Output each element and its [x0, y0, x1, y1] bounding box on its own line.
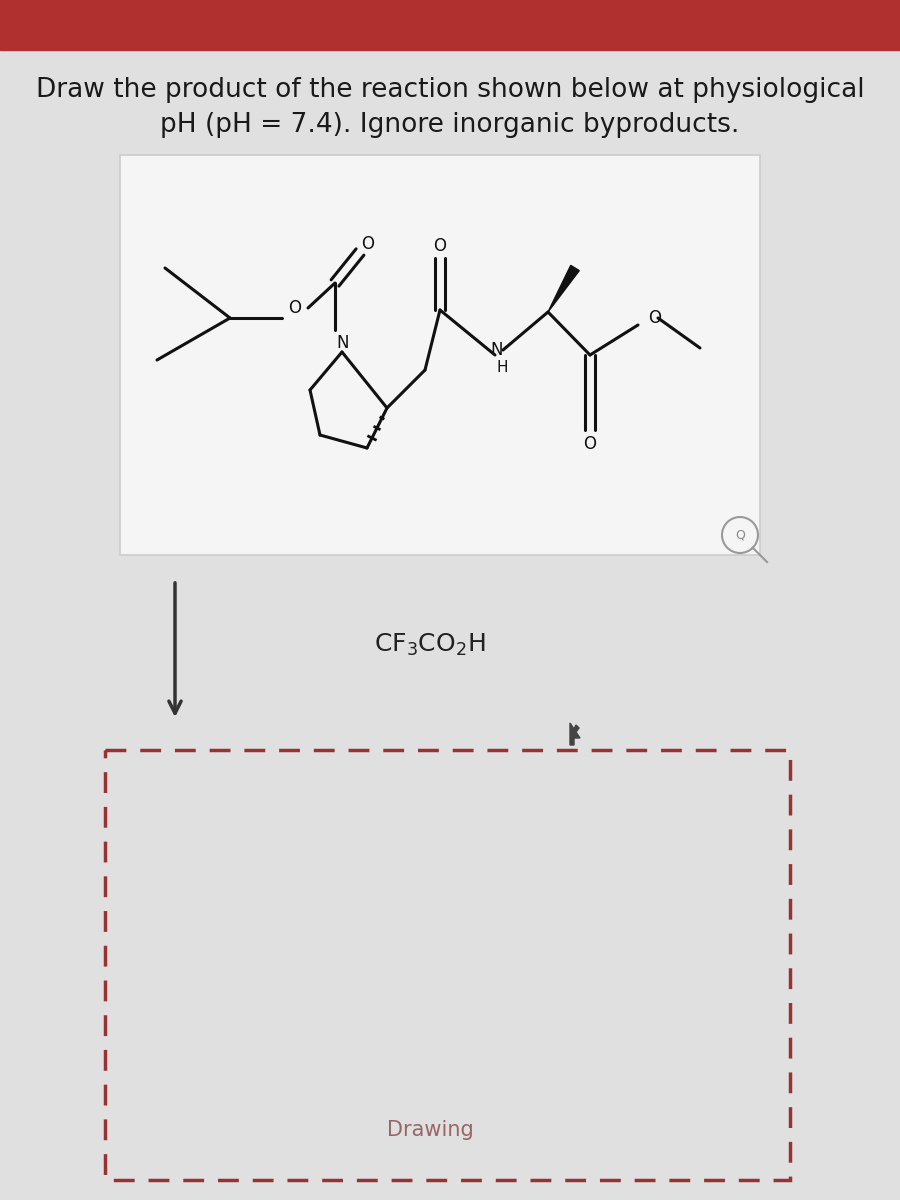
Bar	[120, 155, 760, 554]
Text: O: O	[583, 434, 597, 452]
Text: Drawing: Drawing	[387, 1120, 473, 1140]
Text: Draw the product of the reaction shown below at physiological: Draw the product of the reaction shown b…	[36, 77, 864, 103]
Text: N: N	[490, 341, 502, 359]
Text: Q: Q	[735, 528, 745, 541]
Polygon shape	[570, 722, 580, 745]
Polygon shape	[548, 265, 580, 312]
Text: H: H	[496, 360, 508, 376]
Text: O: O	[648, 308, 661, 326]
Bar	[0, 0, 900, 50]
Text: O: O	[434, 236, 446, 254]
Text: pH (pH = 7.4). Ignore inorganic byproducts.: pH (pH = 7.4). Ignore inorganic byproduc…	[160, 112, 740, 138]
Text: N: N	[336, 334, 348, 352]
Text: CF$_3$CO$_2$H: CF$_3$CO$_2$H	[374, 632, 486, 658]
Text: O: O	[362, 235, 374, 253]
Text: O: O	[289, 299, 302, 317]
Bar	[105, 750, 790, 1180]
